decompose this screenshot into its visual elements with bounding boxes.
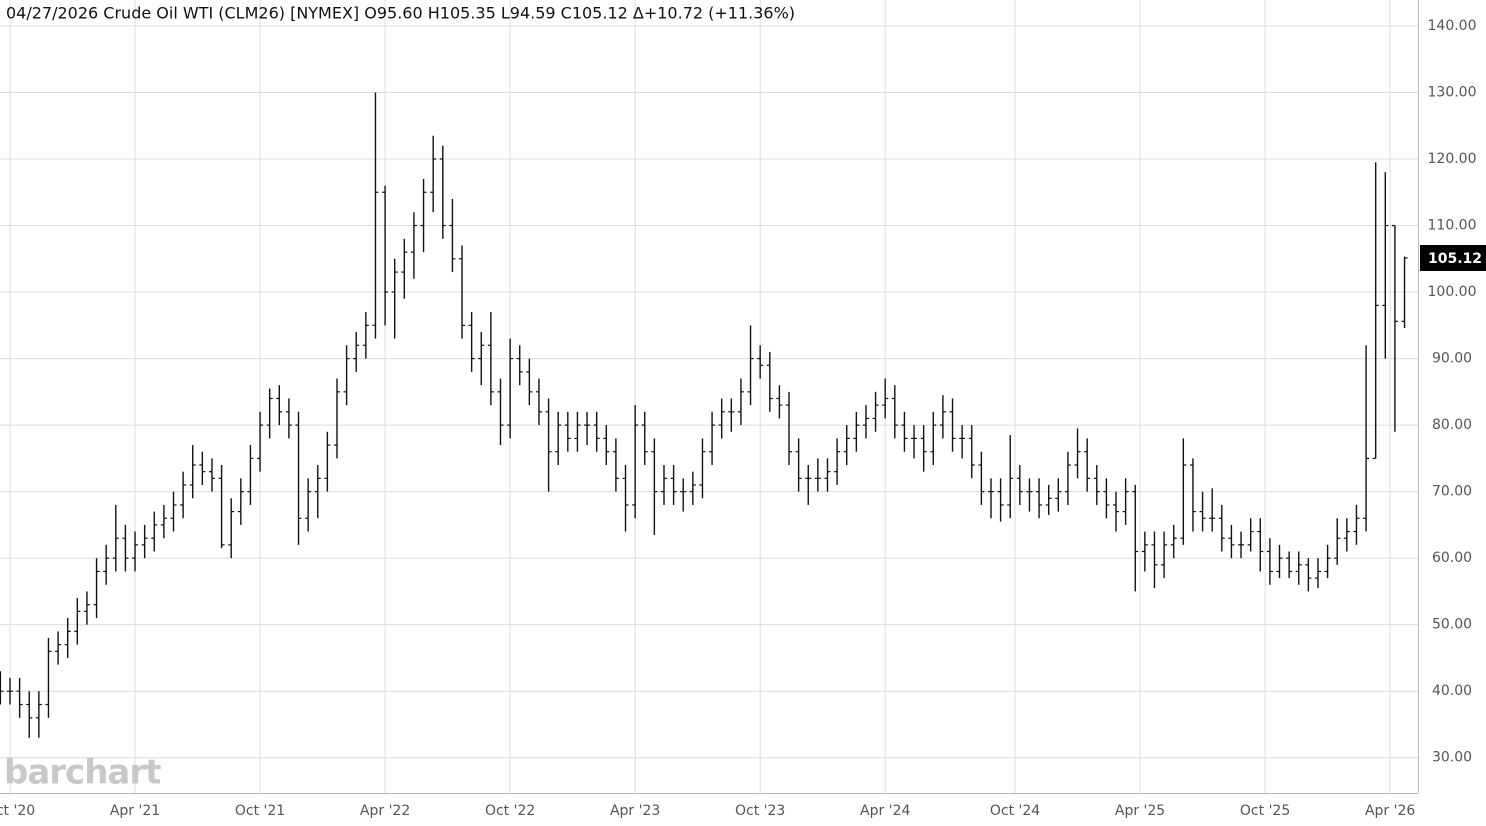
x-tick-label: Apr '25 xyxy=(1115,803,1165,819)
x-tick-label: Oct '22 xyxy=(485,803,535,819)
x-tick-label: Oct '25 xyxy=(1240,803,1290,819)
x-tick-label: Oct '21 xyxy=(235,803,285,819)
y-tick-label: 40.00 xyxy=(1432,683,1472,699)
x-tick-label: Apr '22 xyxy=(360,803,410,819)
y-tick-label: 30.00 xyxy=(1432,750,1472,766)
y-tick-label: 70.00 xyxy=(1432,484,1472,500)
chart-title: 04/27/2026 Crude Oil WTI (CLM26) [NYMEX]… xyxy=(6,4,795,23)
x-tick-label: Apr '21 xyxy=(110,803,160,819)
y-tick-label: 100.00 xyxy=(1428,284,1477,300)
x-tick-label: Apr '24 xyxy=(860,803,910,819)
last-price-label: 105.12 xyxy=(1428,251,1482,267)
watermark: barchart xyxy=(4,753,161,793)
y-tick-label: 80.00 xyxy=(1432,417,1472,433)
x-tick-label: Oct '23 xyxy=(735,803,785,819)
last-price-box xyxy=(1420,244,1486,271)
y-tick-label: 120.00 xyxy=(1428,151,1477,167)
x-tick-label: Apr '26 xyxy=(1365,803,1415,819)
y-tick-label: 140.00 xyxy=(1428,18,1477,34)
x-tick-label: Oct '20 xyxy=(0,803,35,819)
bars xyxy=(0,92,1408,738)
x-tick-label: Oct '24 xyxy=(990,803,1040,819)
y-tick-label: 60.00 xyxy=(1432,550,1472,566)
y-tick-label: 110.00 xyxy=(1428,218,1477,234)
y-tick-label: 90.00 xyxy=(1432,351,1472,367)
grid xyxy=(0,0,1418,793)
y-tick-label: 50.00 xyxy=(1432,617,1472,633)
x-tick-label: Apr '23 xyxy=(610,803,660,819)
y-tick-label: 130.00 xyxy=(1428,84,1477,100)
